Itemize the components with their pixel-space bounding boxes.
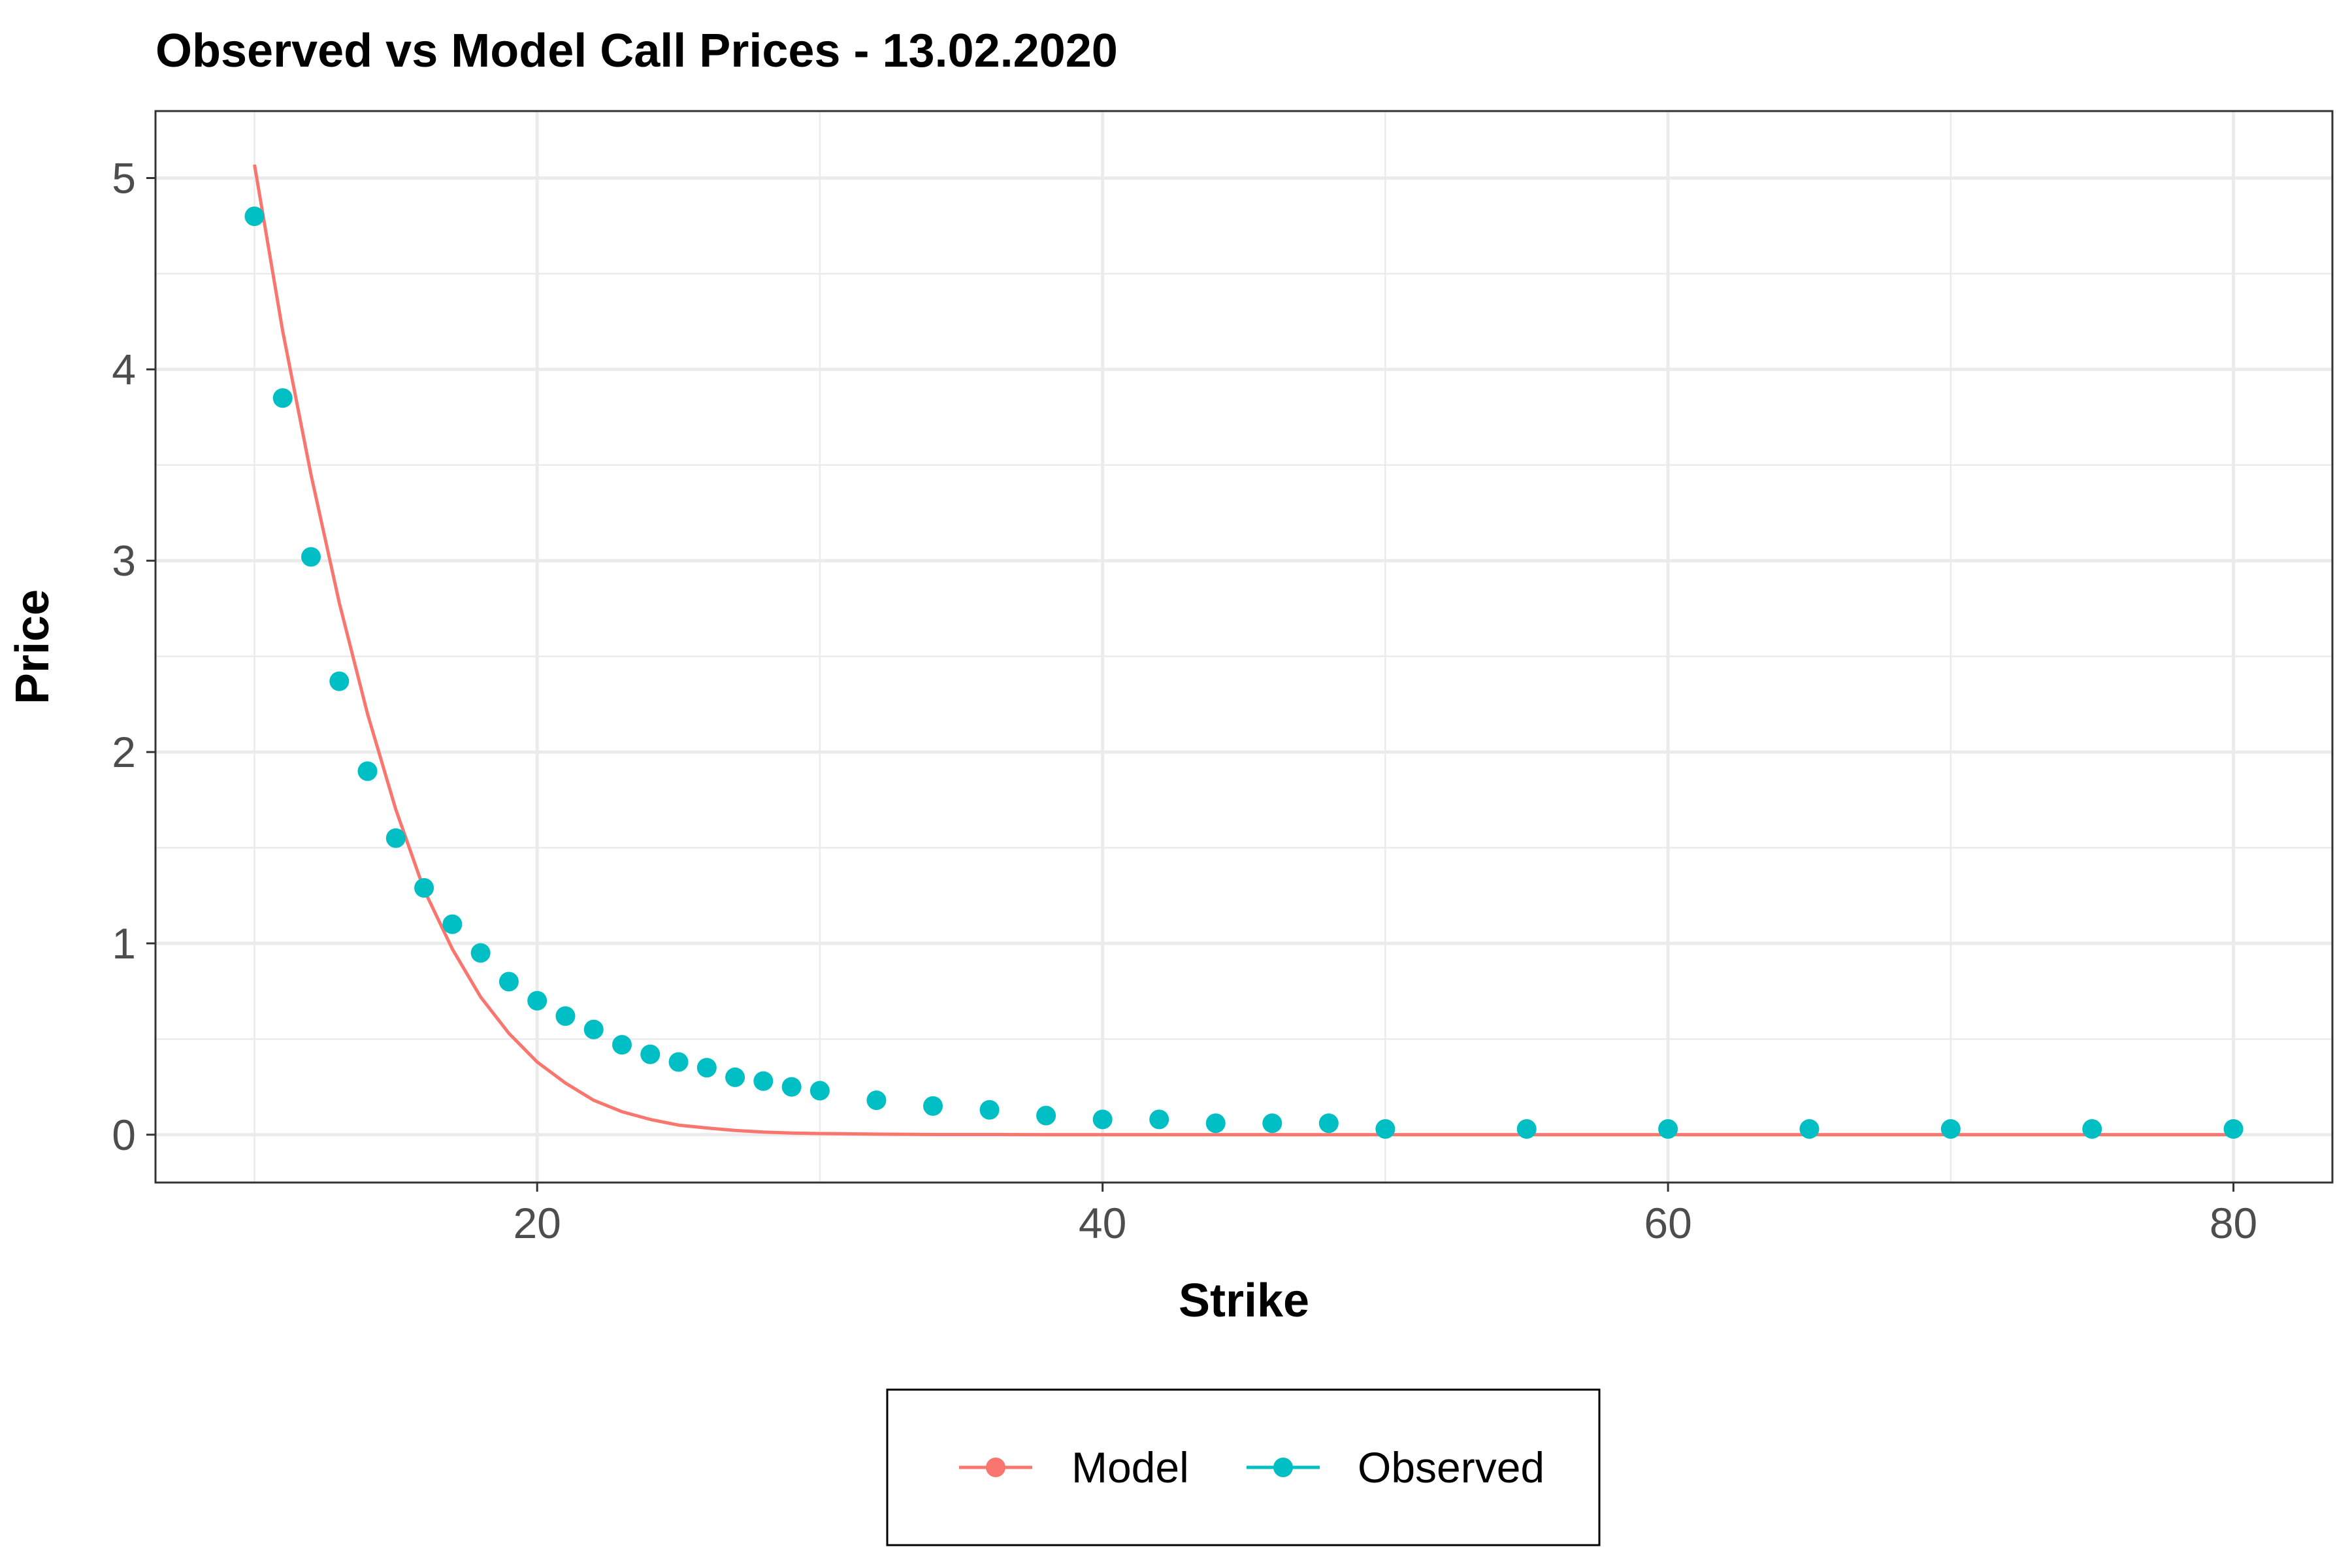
chart-title: Observed vs Model Call Prices - 13.02.20… [155,25,1118,77]
observed-point [640,1044,661,1064]
observed-point [583,1019,604,1039]
observed-point [414,878,434,898]
observed-point [244,206,265,227]
observed-point [555,1006,576,1026]
observed-point [1940,1119,1961,1139]
y-tick-label: 2 [112,728,136,776]
observed-point [2223,1119,2244,1139]
observed-point [1318,1113,1339,1134]
grid [155,111,2332,1183]
observed-point [979,1100,1000,1120]
observed-point [272,388,293,408]
y-tick-label: 0 [112,1111,136,1159]
observed-point [385,828,406,848]
y-axis-title: Price [7,589,59,704]
observed-point [442,914,463,934]
observed-legend-label: Observed [1358,1443,1544,1492]
observed-point [301,547,321,567]
observed-point [1149,1109,1169,1130]
observed-point [357,761,378,781]
observed-point [612,1035,632,1055]
x-axis-title: Strike [1179,1275,1309,1327]
observed-point [1262,1113,1282,1134]
observed-point [753,1071,774,1091]
model-line [253,164,2234,1137]
y-tick-label: 4 [112,345,136,393]
observed-point [1205,1113,1226,1134]
observed-point [1092,1109,1113,1130]
observed-point [1375,1119,1396,1139]
observed-point [470,943,491,963]
observed-point [696,1058,717,1078]
observed-point [498,972,519,992]
observed-point [866,1090,887,1111]
observed-point [2082,1119,2102,1139]
observed-legend-key-point [1273,1458,1293,1477]
observed-point [668,1052,689,1072]
y-tick-label: 5 [112,154,136,203]
observed-point [781,1077,802,1097]
axis-ticks: 20 40 60 80 0 1 2 3 4 5 [112,154,2257,1248]
observed-point [1516,1119,1537,1139]
legend: Model Observed [886,1388,1601,1546]
observed-point [923,1096,943,1116]
x-tick-label: 20 [513,1199,561,1247]
observed-point [1036,1105,1056,1126]
model-legend-key-point [986,1458,1005,1477]
observed-point [1658,1119,1678,1139]
observed-point [527,990,547,1011]
x-tick-label: 40 [1079,1199,1126,1247]
observed-point [809,1081,830,1101]
x-tick-label: 80 [2210,1199,2257,1247]
observed-point [329,671,350,691]
y-tick-label: 3 [112,536,136,585]
model-legend-label: Model [1071,1443,1189,1492]
observed-point [725,1067,745,1087]
series-layer [244,164,2244,1139]
x-tick-label: 60 [1644,1199,1691,1247]
observed-point [1799,1119,1820,1139]
y-tick-label: 1 [112,919,136,968]
plot-panel-border [154,110,2334,1184]
